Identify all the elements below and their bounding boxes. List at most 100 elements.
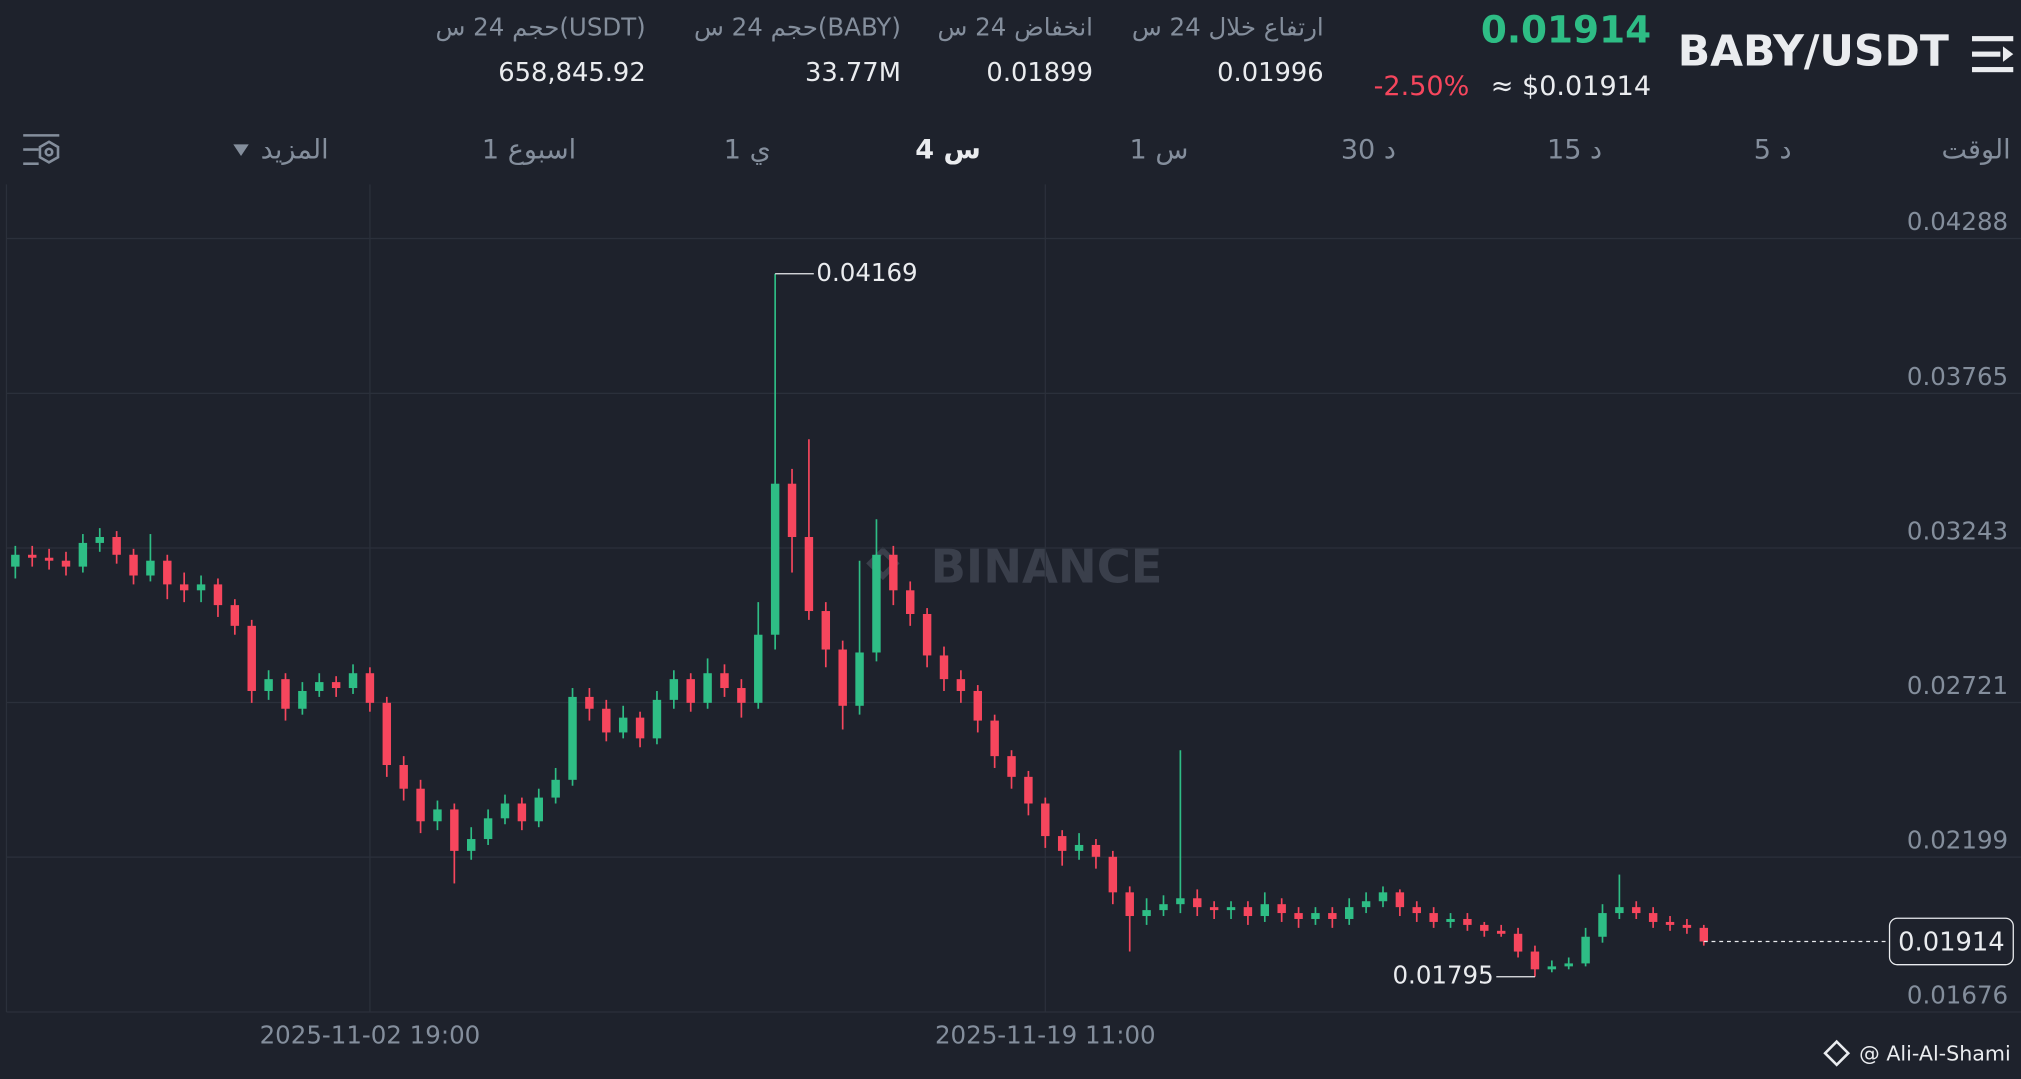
candle-body [365,673,375,703]
candle-body [1581,936,1590,964]
menu-icon[interactable] [1972,36,2014,73]
price-change: -2.50% [1374,71,1470,102]
min-label: 0.01795 [1392,961,1493,990]
candle-body [1243,907,1253,917]
candle-body [1176,898,1185,905]
candle-body [112,537,121,555]
candle-body [1041,803,1050,837]
stat-value: 658,845.92 [498,58,646,88]
candle-body [922,613,932,656]
candle-body [770,483,780,635]
candle-body [298,690,307,709]
candle-body [213,584,223,606]
candle-body [1277,904,1286,914]
candle-body [1682,924,1692,928]
timeframe-tab[interactable]: 1 س [1130,134,1189,165]
timeframe-tab[interactable]: 30 د [1341,134,1396,165]
candle-body [450,809,459,851]
candle-body [163,560,172,585]
timeframe-tab[interactable]: 5 د [1754,134,1792,165]
footer-credit: @ Ali-Al-Shami [1859,1042,2011,1066]
candle-body [1480,924,1489,931]
candle-body [1496,930,1506,934]
candle-body [1547,966,1557,970]
candle-body [1074,844,1084,851]
candle-body [906,590,915,614]
candle-body [61,560,71,567]
last-price-box [1888,917,2014,966]
stat-value: 0.01899 [986,58,1093,88]
candle-body [838,649,847,706]
settings-icon[interactable] [23,134,60,166]
timeframe-tab[interactable]: 4 س [915,134,981,165]
candle-body [331,682,341,689]
candle-body [11,554,20,567]
candle-body [737,688,746,703]
candle-body [669,679,679,700]
candle-body [652,699,662,739]
candle-body [1598,913,1607,937]
timeframe-tab[interactable]: المزيد [261,134,329,165]
candle-body [585,696,594,709]
candle-body [78,542,88,567]
last-price-label: 0.01914 [1898,927,2005,957]
candle-body [382,702,392,766]
candle-body [1125,892,1134,917]
candle-body [1328,913,1337,919]
timeframe-tab[interactable]: 1 اسبوع [482,134,576,165]
candle-body [602,708,611,733]
candle-body [1463,918,1472,925]
timeframe-tab[interactable]: الوقت [1941,134,2010,165]
candle-body [821,611,831,650]
candle-body [1665,921,1675,925]
stat-label: حجم 24 س(USDT) [436,12,646,41]
candle-body [146,560,155,576]
candle-body [1530,951,1540,970]
usd-price: ≈ $0.01914 [1491,71,1651,102]
candle-body [1648,913,1658,922]
y-tick-label: 0.04288 [1907,207,2008,236]
candle-body [1193,898,1202,908]
candle-body [1007,756,1016,777]
candle-body [230,605,240,626]
candle-body [1209,907,1219,911]
stat-value: 33.77M [805,58,901,88]
candles [11,273,1709,977]
candle-body [1294,913,1303,919]
candle-body [1564,963,1573,967]
stat-label: ارتفاع خلال 24 س [1132,12,1324,41]
candle-body [635,717,645,739]
candle-body [348,673,358,689]
candle-body [1429,913,1438,922]
candle-body [467,839,476,851]
stat-value: 0.01996 [1217,58,1324,88]
candle-body [433,809,442,822]
pair[interactable]: BABY/USDT [1678,28,1949,77]
candle-body [855,652,864,706]
candle-body [1513,933,1523,952]
candle-body [196,584,206,591]
candle-body [804,537,814,612]
candle-body [1311,913,1320,919]
candle-body [1632,907,1641,914]
timeframe-tab[interactable]: 15 د [1547,134,1602,165]
candle-body [1395,892,1405,908]
candle-body [990,720,999,757]
candle-body [399,765,408,789]
timeframe-tab[interactable]: 1 ي [724,134,771,165]
candle-body [1361,901,1371,908]
candle-body [1108,856,1118,893]
dropdown-arrow [233,144,249,156]
candle-body [686,679,695,703]
candle-body [247,625,256,691]
candle-body [483,818,493,840]
candle-body [754,634,763,703]
stat-label: حجم 24 س(BABY) [694,12,901,41]
footer-logo [1823,1039,1851,1067]
candle-body [1345,907,1354,919]
candle-body [95,537,104,543]
candle-body [551,779,560,798]
candle-body [44,557,54,561]
